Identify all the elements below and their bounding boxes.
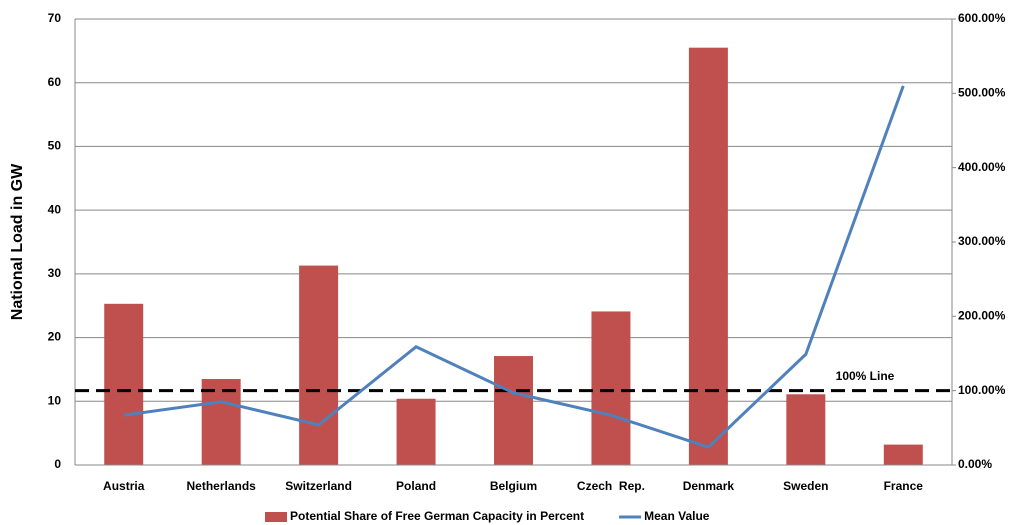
y2-tick-label: 600.00% <box>958 11 1006 25</box>
bar <box>494 356 533 465</box>
y2-tick-label: 500.00% <box>958 86 1006 100</box>
legend-label: Mean Value <box>644 509 710 523</box>
y-tick-label: 0 <box>54 457 61 471</box>
x-tick-label: Switzerland <box>285 479 352 493</box>
x-tick-label: France <box>884 479 924 493</box>
x-tick-label: Belgium <box>490 479 537 493</box>
line <box>123 85 905 449</box>
y-tick-label: 50 <box>48 139 62 153</box>
y2-tick-label: 300.00% <box>958 234 1006 248</box>
x-tick-label: Czech Rep. <box>577 479 645 493</box>
x-tick-label: Netherlands <box>186 479 256 493</box>
x-tick-label: Sweden <box>783 479 828 493</box>
y2-tick-label: 400.00% <box>958 160 1006 174</box>
y-tick-label: 10 <box>48 393 62 407</box>
bar <box>299 265 339 465</box>
y-tick-label: 40 <box>48 202 62 216</box>
legend-swatch <box>265 512 287 522</box>
bar <box>396 398 436 465</box>
y-tick-label: 60 <box>48 75 62 89</box>
x-tick-label: Austria <box>103 479 145 493</box>
bar <box>201 378 241 465</box>
bar <box>591 311 631 465</box>
y-tick-label: 20 <box>48 330 62 344</box>
y2-tick-label: 0.00% <box>958 457 992 471</box>
x-tick-label: Denmark <box>683 479 735 493</box>
legend-label: Potential Share of Free German Capacity … <box>290 509 584 523</box>
bar <box>688 47 728 466</box>
bar <box>883 444 923 465</box>
reference-line-label: 100% Line <box>836 369 895 383</box>
y2-tick-label: 100.00% <box>958 383 1006 397</box>
y-tick-label: 30 <box>48 266 62 280</box>
y2-tick-label: 200.00% <box>958 309 1006 323</box>
y-tick-label: 70 <box>48 11 62 25</box>
bar <box>786 394 826 465</box>
y-axis-label: National Load in GW <box>9 163 26 320</box>
bar <box>104 303 144 465</box>
x-tick-label: Poland <box>396 479 436 493</box>
